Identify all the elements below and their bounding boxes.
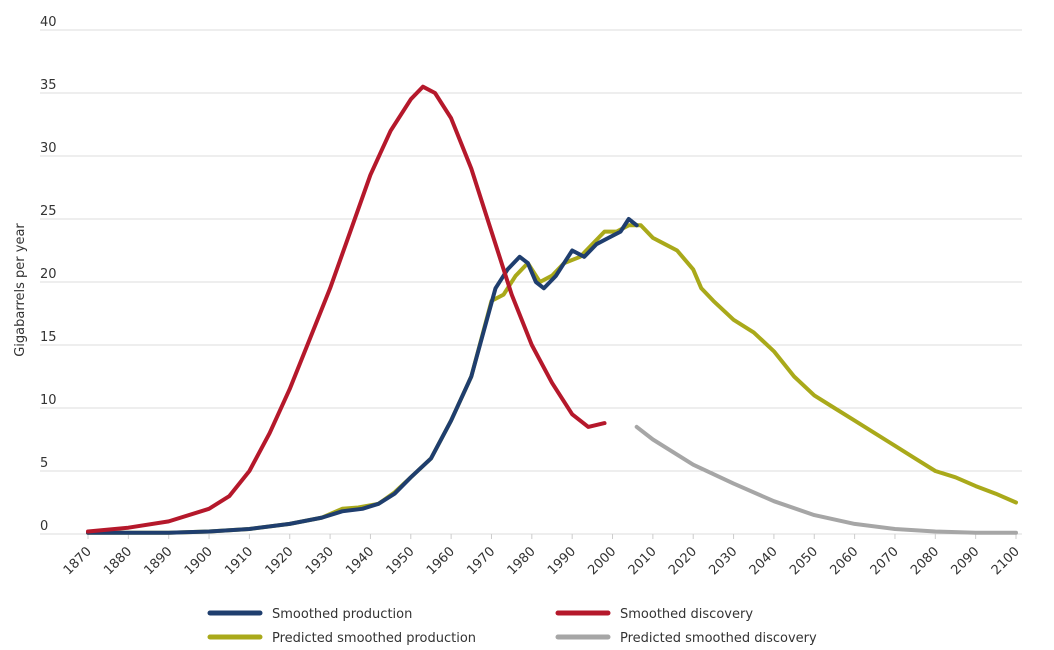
x-tick-label: 1920	[263, 544, 297, 578]
series-lines	[86, 84, 1018, 535]
x-tick-label: 2010	[626, 544, 660, 578]
y-tick-label: 10	[40, 393, 57, 408]
y-axis-ticks: 0 5 10 15 20 25 30 35 40	[40, 15, 57, 534]
x-tick-label: 2040	[747, 544, 781, 578]
x-tick-label: 1870	[61, 544, 95, 578]
x-tick-label: 2070	[868, 544, 902, 578]
x-tick-label: 1980	[505, 544, 539, 578]
x-tick-label: 2080	[908, 544, 942, 578]
legend-label: Predicted smoothed production	[272, 631, 476, 646]
legend-label: Predicted smoothed discovery	[620, 631, 817, 646]
gridlines	[40, 29, 1022, 535]
x-tick-label: 1960	[424, 544, 458, 578]
x-axis-ticks: 1870 1880 1890 1900 1910 1920 1930 1940 1950 1960…	[61, 534, 1023, 578]
x-tick-label: 1890	[142, 544, 176, 578]
y-tick-label: 40	[40, 15, 57, 30]
series-line-smoothed-production	[86, 217, 639, 535]
legend: Smoothed production Smoothed discovery Pre…	[207, 607, 817, 646]
x-tick-label: 1900	[182, 544, 216, 578]
y-tick-label: 30	[40, 141, 57, 156]
legend-label: Smoothed discovery	[620, 607, 753, 622]
series-line-predicted-smoothed-discovery	[634, 424, 1018, 535]
x-tick-label: 1970	[464, 544, 498, 578]
series-line-smoothed-discovery	[86, 84, 607, 534]
y-tick-label: 25	[40, 204, 57, 219]
x-tick-label: 1910	[222, 544, 256, 578]
x-tick-label: 1950	[384, 544, 418, 578]
y-tick-label: 5	[40, 456, 48, 471]
y-axis-title: Gigabarrels per year	[13, 223, 28, 357]
y-tick-label: 0	[40, 519, 48, 534]
y-tick-label: 15	[40, 330, 57, 345]
x-tick-label: 2000	[585, 544, 619, 578]
x-tick-label: 1990	[545, 544, 579, 578]
y-tick-label: 35	[40, 78, 57, 93]
x-tick-label: 2020	[666, 544, 700, 578]
x-tick-label: 1940	[343, 544, 377, 578]
legend-label: Smoothed production	[272, 607, 412, 622]
x-tick-label: 1880	[101, 544, 135, 578]
x-tick-label: 2090	[948, 544, 982, 578]
x-tick-label: 2100	[989, 544, 1023, 578]
y-tick-label: 20	[40, 267, 57, 282]
x-tick-label: 1930	[303, 544, 337, 578]
x-tick-label: 2030	[706, 544, 740, 578]
x-tick-label: 2050	[787, 544, 821, 578]
x-tick-label: 2060	[827, 544, 861, 578]
